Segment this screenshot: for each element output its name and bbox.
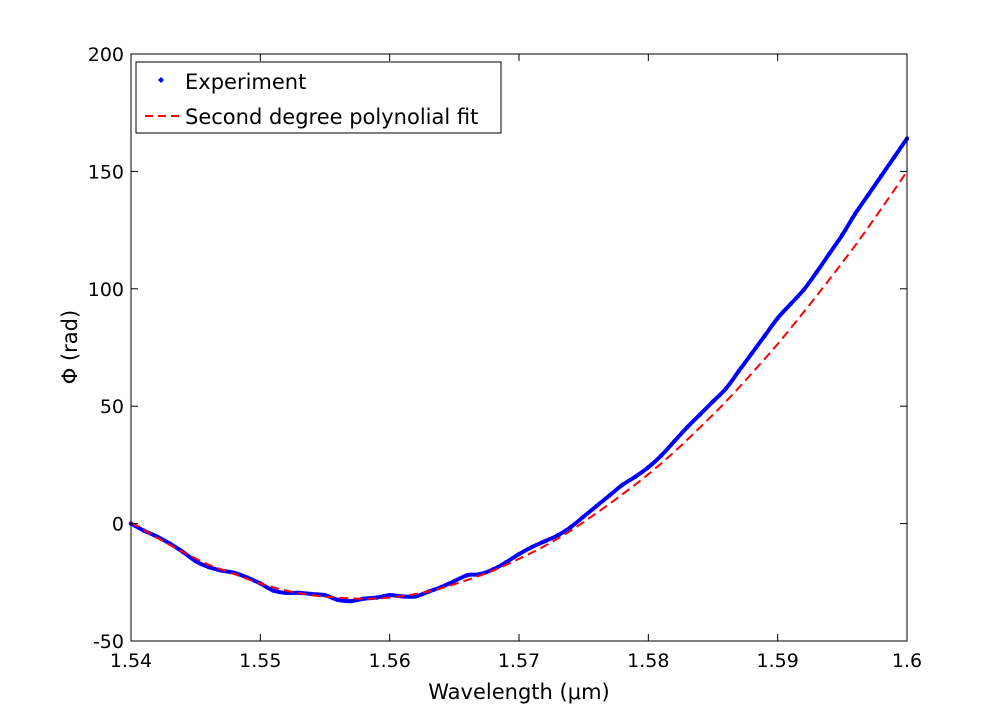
x-tick-label: 1.56: [369, 650, 411, 672]
x-tick-label: 1.54: [110, 650, 152, 672]
y-ticks: -50 0 50 100 150 200: [88, 44, 907, 653]
legend-box: [135, 61, 502, 134]
x-tick-label: 1.55: [239, 650, 281, 672]
x-tick-label: 1.58: [627, 650, 669, 672]
series-second-degree-polynolial-fit: [130, 170, 908, 600]
y-tick-label: 200: [88, 44, 124, 66]
legend-experiment-label: Experiment: [185, 70, 306, 94]
y-tick-label: -50: [93, 631, 124, 653]
x-axis-label: Wavelength (μm): [428, 680, 609, 704]
plot-area: [131, 54, 907, 641]
y-tick-label: 50: [100, 396, 124, 418]
y-axis-label: Φ (rad): [58, 310, 82, 384]
x-tick-label: 1.57: [498, 650, 540, 672]
fit-line: [130, 170, 908, 600]
x-tick-label: 1.59: [757, 650, 799, 672]
legend-experiment-marker: [158, 77, 164, 83]
x-tick-label: 1.6: [892, 650, 922, 672]
legend-fit-label: Second degree polynolial fit: [185, 105, 478, 129]
x-ticks: 1.54 1.55 1.56 1.57 1.58 1.59 1.6: [110, 54, 922, 672]
y-tick-label: 100: [88, 279, 124, 301]
y-tick-label: 0: [112, 514, 124, 536]
legend: Experiment Second degree polynolial fit: [135, 61, 502, 134]
y-tick-label: 150: [88, 161, 124, 183]
series-layer: [128, 136, 910, 604]
